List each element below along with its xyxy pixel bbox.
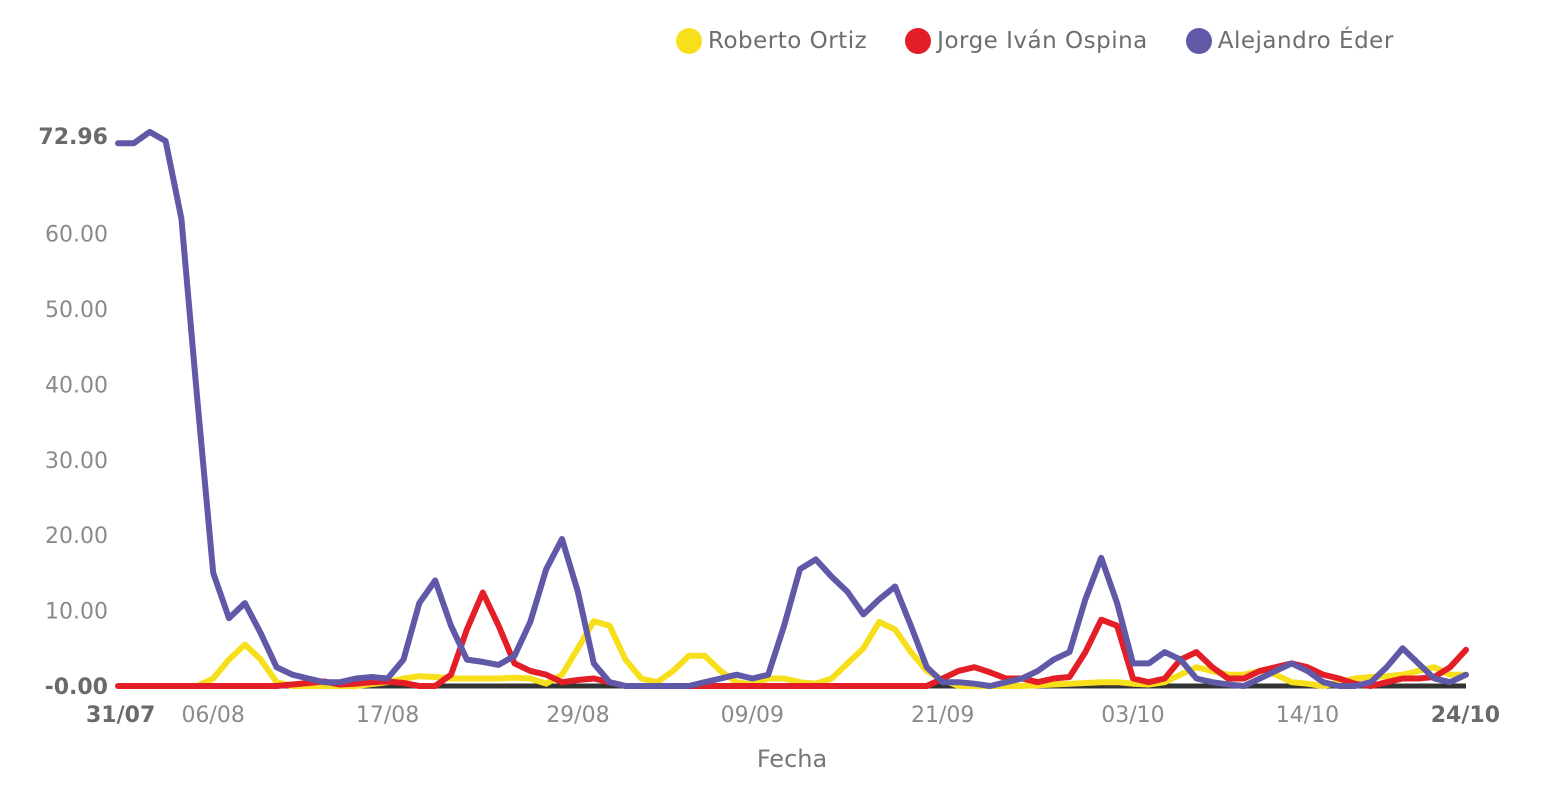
x-tick-label: 21/09 [911,703,974,728]
y-tick-label: -0.00 [45,675,108,700]
x-tick-label: 14/10 [1276,703,1339,728]
legend-label: Alejandro Éder [1217,28,1394,54]
x-tick-label: 24/10 [1431,703,1500,728]
x-tick-label: 17/08 [356,703,419,728]
x-tick-label: 29/08 [546,703,609,728]
series-line-alejandro-eder[interactable] [115,128,1469,689]
y-tick-label: 50.00 [45,298,108,323]
legend-label: Jorge Iván Ospina [937,28,1148,54]
x-tick-label: 03/10 [1101,703,1164,728]
series-layer [115,128,1469,689]
x-axis: 31/07 06/08 17/08 29/08 09/09 21/09 03/10 14/10… [86,703,1500,728]
legend-swatch [676,28,702,54]
legend-item-jorge-ivan-ospina[interactable]: Jorge Iván Ospina [905,28,1148,54]
legend-swatch [905,28,932,54]
y-tick-label: 10.00 [45,600,108,625]
y-axis: -0.00 10.00 20.00 30.00 40.00 50.00 60.00 72.96 [38,125,108,700]
y-tick-label: 40.00 [45,373,108,398]
legend-swatch [1185,28,1212,54]
y-tick-label: 72.96 [38,125,108,150]
y-tick-label: 60.00 [45,223,108,248]
legend-item-roberto-ortiz[interactable]: Roberto Ortiz [676,28,867,54]
x-tick-label: 31/07 [86,703,155,728]
y-tick-label: 20.00 [45,524,108,549]
legend: Roberto Ortiz Jorge Iván Ospina Alejandr… [676,28,1394,54]
y-tick-label: 30.00 [45,449,108,474]
x-tick-label: 06/08 [181,703,244,728]
x-axis-title: Fecha [757,745,827,773]
x-tick-label: 09/09 [721,703,784,728]
legend-item-alejandro-eder[interactable]: Alejandro Éder [1185,28,1394,54]
legend-label: Roberto Ortiz [708,28,868,54]
